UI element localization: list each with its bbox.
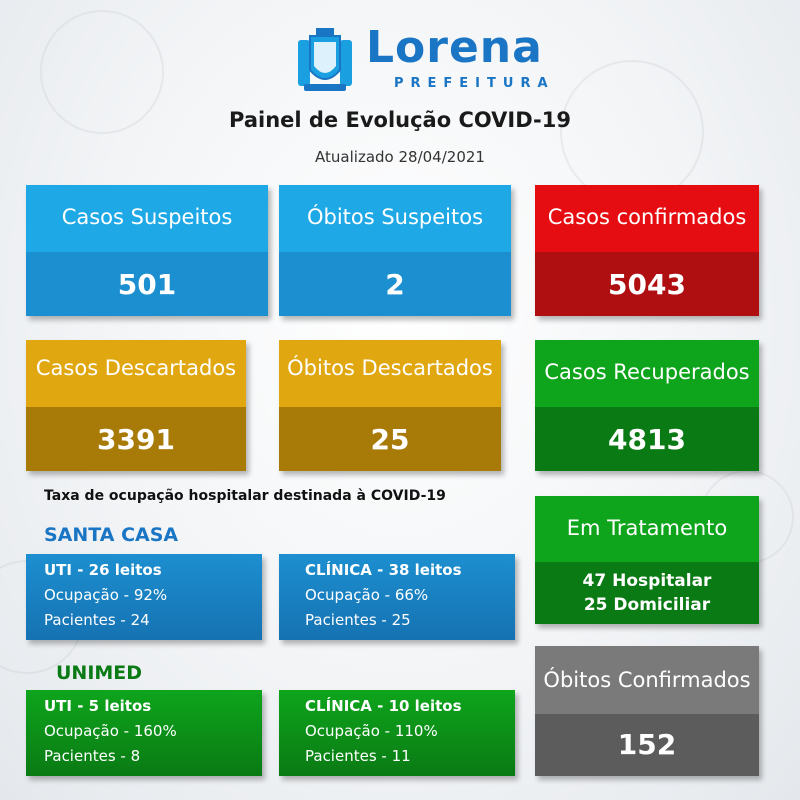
card-label: Óbitos Suspeitos [279,185,511,252]
card-value: 152 [535,714,759,776]
prefeitura-logo: Lorena PREFEITURA [290,22,548,96]
panel-pacientes: Pacientes - 25 [305,611,411,629]
unimed-uti-panel: UTI - 5 leitos Ocupação - 160% Pacientes… [26,690,262,776]
card-obitos-descartados: Óbitos Descartados 25 [279,340,501,471]
panel-header: CLÍNICA - 38 leitos [305,561,462,579]
card-value: 501 [26,252,268,316]
updated-date: Atualizado 28/04/2021 [315,148,485,166]
card-label: Casos Descartados [26,340,246,407]
card-label: Em Tratamento [535,496,759,562]
panel-pacientes: Pacientes - 11 [305,747,411,765]
virus-decoration [560,60,704,204]
panel-pacientes: Pacientes - 24 [44,611,150,629]
card-label: Óbitos Descartados [279,340,501,407]
virus-decoration [40,10,164,134]
logo-subtitle: PREFEITURA [394,76,555,91]
card-value: 2 [279,252,511,316]
card-em-tratamento: Em Tratamento 47 Hospitalar 25 Domicilia… [535,496,759,624]
card-casos-suspeitos: Casos Suspeitos 501 [26,185,268,316]
card-obitos-suspeitos: Óbitos Suspeitos 2 [279,185,511,316]
card-value: 4813 [535,407,759,471]
panel-pacientes: Pacientes - 8 [44,747,141,765]
logo-name: Lorena [366,22,543,73]
panel-header: UTI - 5 leitos [44,697,152,715]
section-santa-casa: SANTA CASA [44,524,179,546]
card-casos-descartados: Casos Descartados 3391 [26,340,246,471]
page-title: Painel de Evolução COVID-19 [229,108,571,132]
panel-ocupacao: Ocupação - 66% [305,586,429,604]
unimed-clinica-panel: CLÍNICA - 10 leitos Ocupação - 110% Paci… [279,690,515,776]
tratamento-domiciliar: 25 Domiciliar [583,595,711,615]
card-label: Óbitos Confirmados [535,646,759,714]
card-details: 47 Hospitalar 25 Domiciliar [535,562,759,624]
panel-header: CLÍNICA - 10 leitos [305,697,462,715]
occupancy-title: Taxa de ocupação hospitalar destinada à … [44,488,446,504]
coat-of-arms-icon [298,28,352,91]
card-casos-recuperados: Casos Recuperados 4813 [535,340,759,471]
card-casos-confirmados: Casos confirmados 5043 [535,185,759,316]
card-label: Casos Recuperados [535,340,759,407]
panel-ocupacao: Ocupação - 110% [305,722,438,740]
santa-casa-uti-panel: UTI - 26 leitos Ocupação - 92% Pacientes… [26,554,262,640]
card-label: Casos confirmados [535,185,759,252]
card-value: 25 [279,407,501,471]
tratamento-hospitalar: 47 Hospitalar [582,571,712,591]
card-label: Casos Suspeitos [26,185,268,252]
card-value: 3391 [26,407,246,471]
santa-casa-clinica-panel: CLÍNICA - 38 leitos Ocupação - 66% Pacie… [279,554,515,640]
panel-ocupacao: Ocupação - 92% [44,586,168,604]
panel-header: UTI - 26 leitos [44,561,162,579]
card-obitos-confirmados: Óbitos Confirmados 152 [535,646,759,776]
section-unimed: UNIMED [56,662,143,684]
card-value: 5043 [535,252,759,316]
panel-ocupacao: Ocupação - 160% [44,722,177,740]
